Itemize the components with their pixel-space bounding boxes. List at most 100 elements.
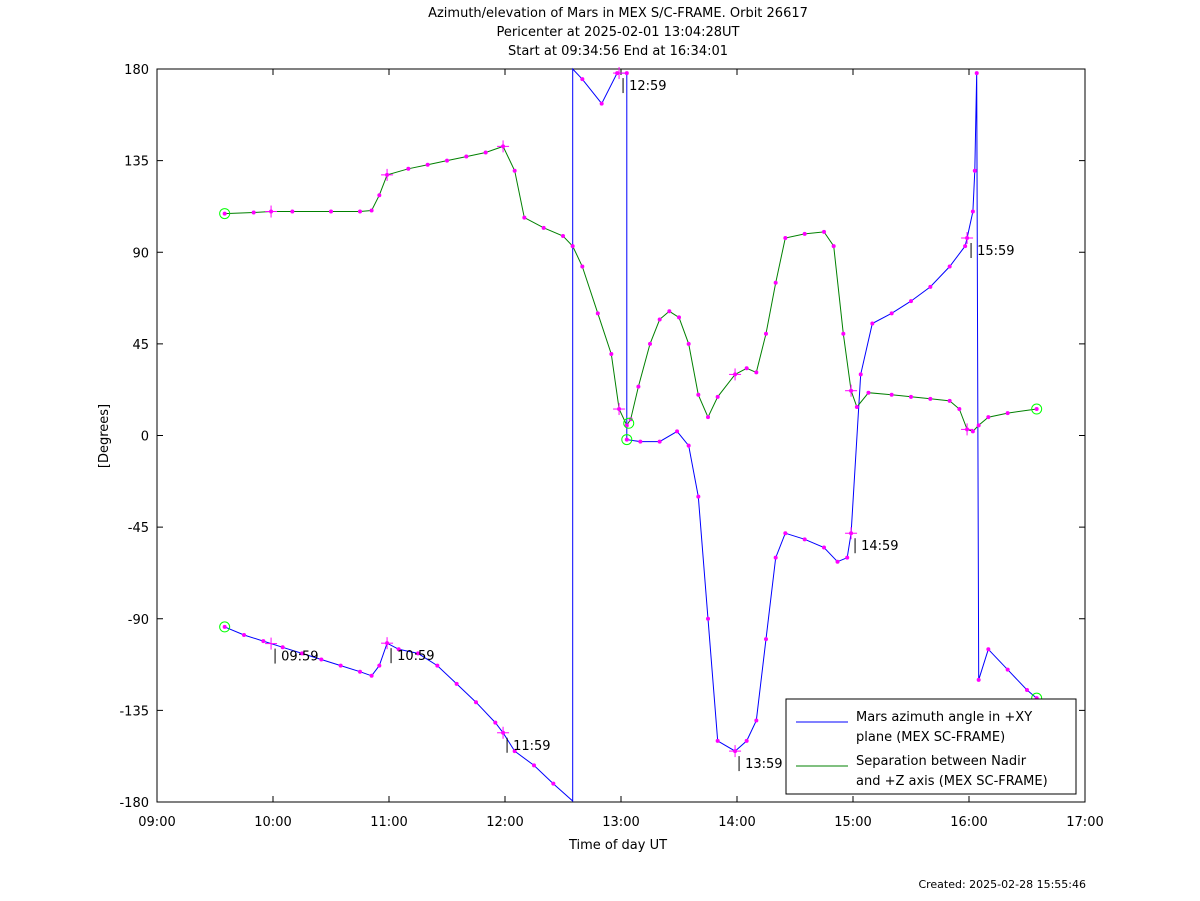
data-point-dot <box>636 384 641 389</box>
plot-frame <box>156 68 1086 803</box>
hour-plus-marker <box>729 368 742 381</box>
hour-plus-marker <box>961 231 974 244</box>
data-point-dot <box>706 616 710 621</box>
data-point-dot <box>358 669 362 674</box>
x-tick-label: 15:00 <box>834 815 871 830</box>
data-point-dot <box>599 101 604 106</box>
hour-annotation-label: 14:59 <box>861 539 898 554</box>
data-point-dot <box>261 639 266 644</box>
data-point-dot <box>624 437 629 442</box>
hour-annotation-label: 13:59 <box>745 757 782 772</box>
data-point-dot <box>909 299 913 304</box>
data-point-dot <box>715 394 720 399</box>
y-tick-label: -135 <box>119 704 149 719</box>
data-point-dot <box>677 315 681 320</box>
legend-box <box>785 698 1077 795</box>
x-tick-label: 13:00 <box>602 815 639 830</box>
data-point-dot <box>831 244 836 249</box>
data-point-dot <box>493 720 498 725</box>
legend-label-separation-line-2: and +Z axis (MEX SC-FRAME) <box>856 774 1048 789</box>
data-point-dot <box>609 352 614 357</box>
data-point-dot <box>744 738 749 743</box>
data-point-dot <box>764 637 768 642</box>
series-markers <box>219 67 1043 786</box>
data-point-dot <box>974 71 979 76</box>
data-point-dot <box>657 317 662 322</box>
x-tick-label: 16:00 <box>950 815 987 830</box>
y-tick-label: 0 <box>141 430 149 445</box>
event-circle-marker <box>1031 403 1043 415</box>
hour-plus-marker <box>613 403 626 416</box>
hour-plus-marker <box>265 637 278 650</box>
data-point-dot <box>970 209 975 214</box>
hour-plus-marker <box>729 745 742 758</box>
data-point-dot <box>638 439 643 444</box>
data-point-dot <box>551 781 556 786</box>
hour-plus-marker <box>381 637 394 650</box>
data-point-dot <box>764 331 768 336</box>
data-point-dot <box>822 545 826 550</box>
data-point-dot <box>222 624 227 629</box>
data-point-dot <box>667 309 672 314</box>
data-point-dot <box>595 311 600 316</box>
data-point-dot <box>290 209 295 214</box>
y-tick-label: 180 <box>124 63 149 78</box>
data-point-dot <box>675 429 680 434</box>
hour-plus-marker <box>497 140 510 153</box>
data-point-dot <box>889 392 894 397</box>
y-tick-label: 90 <box>132 246 149 261</box>
event-circle-marker <box>621 434 633 446</box>
data-point-dot <box>802 537 807 542</box>
hour-plus-marker <box>265 205 278 218</box>
data-point-dot <box>454 681 459 686</box>
hour-plus-marker <box>845 527 858 540</box>
data-point-dot <box>866 390 871 395</box>
time-annotations: 09:59 10:59 11:59 12:59 13:59 14:59 15:59 <box>274 78 1015 772</box>
hour-annotation-label: 11:59 <box>513 739 550 754</box>
data-point-dot <box>435 663 440 668</box>
data-point-dot <box>947 264 952 269</box>
x-tick-label: 10:00 <box>254 815 291 830</box>
y-tick-label: 135 <box>124 155 149 170</box>
event-circle-marker <box>219 208 231 220</box>
series-lines <box>224 67 1038 803</box>
data-point-dot <box>970 429 975 434</box>
data-point-dot <box>802 231 807 236</box>
data-point-dot <box>522 215 527 220</box>
data-point-dot <box>624 423 629 428</box>
data-point-dot <box>986 415 991 420</box>
data-point-dot <box>773 280 778 285</box>
data-point-dot <box>841 331 846 336</box>
data-point-dot <box>580 264 585 269</box>
hour-annotation-label: 12:59 <box>629 79 666 94</box>
data-point-dot <box>1034 407 1039 412</box>
data-point-dot <box>976 677 981 682</box>
event-circle-marker <box>219 621 231 633</box>
data-point-dot <box>532 763 536 768</box>
data-point-dot <box>854 404 859 409</box>
data-point-dot <box>377 193 382 198</box>
hour-plus-marker <box>381 168 394 181</box>
data-point-dot <box>706 415 710 420</box>
data-point-dot <box>561 233 565 238</box>
data-point-dot <box>909 394 913 399</box>
data-point-dot <box>396 647 401 652</box>
created-footer: Created: 2025-02-28 15:55:46 <box>918 878 1086 891</box>
data-point-dot <box>754 370 759 375</box>
series-line-separation <box>224 145 1037 432</box>
data-point-dot <box>1025 688 1029 693</box>
chart-title-line-3: Start at 09:34:56 End at 16:34:01 <box>508 44 728 59</box>
data-point-dot <box>464 154 469 159</box>
x-tick-label: 17:00 <box>1066 815 1103 830</box>
data-point-dot <box>319 657 324 662</box>
data-point-dot <box>512 168 517 173</box>
data-point-dot <box>928 284 933 289</box>
x-tick-label: 09:00 <box>138 815 175 830</box>
data-point-dot <box>657 439 662 444</box>
legend-label-separation-line-1: Separation between Nadir <box>856 754 1027 769</box>
data-point-dot <box>280 645 285 650</box>
data-point-dot <box>329 209 333 214</box>
data-point-dot <box>338 663 343 668</box>
data-point-dot <box>369 673 374 678</box>
data-point-dot <box>845 555 850 560</box>
